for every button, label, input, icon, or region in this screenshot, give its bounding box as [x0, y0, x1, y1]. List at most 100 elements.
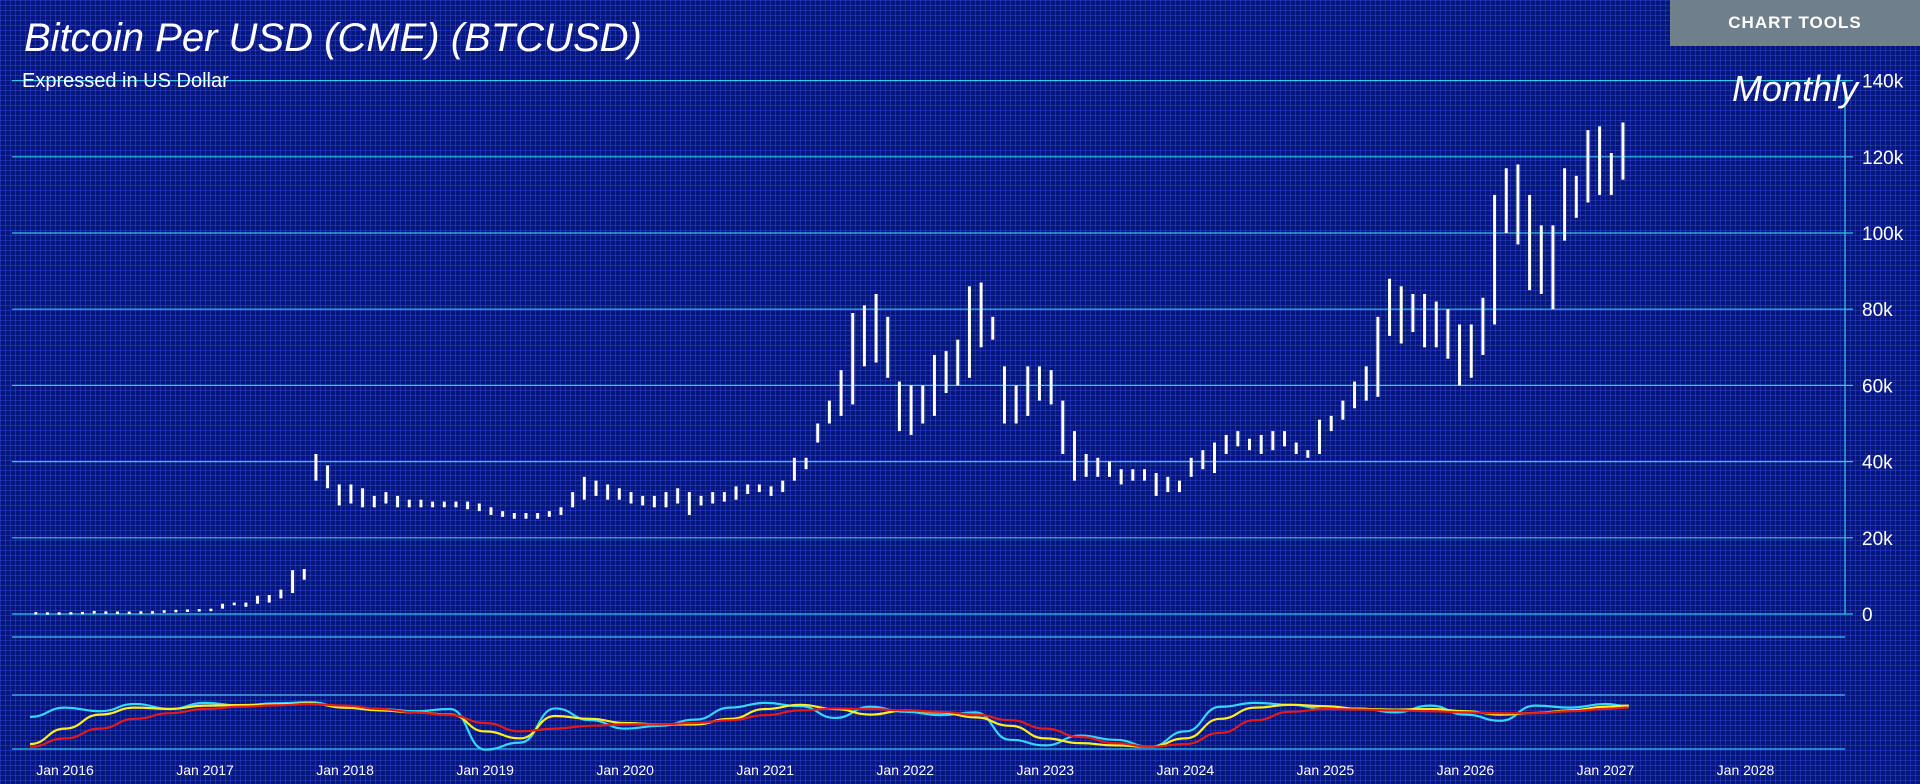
- price-bar: [711, 492, 715, 504]
- x-tick-label: Jan 2017: [176, 762, 234, 778]
- price-bar: [1014, 385, 1018, 424]
- price-bar: [886, 316, 890, 378]
- price-bar: [851, 313, 855, 405]
- y-axis-ticks: 0 20k 40k 60k 80k 100k 120k 140k: [1862, 72, 1904, 626]
- price-bar: [1388, 278, 1392, 336]
- price-bar: [1539, 225, 1543, 294]
- price-bar: [419, 499, 423, 508]
- price-bar: [827, 400, 831, 424]
- price-bar: [92, 610, 96, 614]
- x-tick-label: Jan 2022: [876, 762, 934, 778]
- price-bar: [1329, 415, 1333, 432]
- price-bar: [582, 476, 586, 500]
- x-tick-label: Jan 2023: [1016, 762, 1074, 778]
- price-bar: [1574, 175, 1578, 218]
- price-bar: [1259, 434, 1263, 454]
- chart-title: Bitcoin Per USD (CME) (BTCUSD): [24, 16, 642, 60]
- price-bar: [676, 488, 680, 504]
- price-bar: [524, 513, 528, 519]
- price-bar: [734, 486, 738, 500]
- price-bar: [1376, 316, 1380, 397]
- price-bar: [326, 465, 330, 489]
- price-bar: [1504, 168, 1508, 233]
- price-bar: [1049, 370, 1053, 405]
- x-tick-label: Jan 2020: [596, 762, 654, 778]
- y-tick-label: 100k: [1862, 224, 1904, 245]
- price-bar: [641, 495, 645, 506]
- price-bar: [1107, 461, 1111, 477]
- price-bar: [1481, 297, 1485, 355]
- price-bar: [862, 305, 866, 367]
- price-bar: [1224, 434, 1228, 454]
- chart-tools-button[interactable]: CHART TOOLS: [1670, 0, 1920, 46]
- price-bar: [1621, 122, 1625, 180]
- price-bar: [769, 486, 773, 496]
- price-bar: [1551, 225, 1555, 310]
- price-bar: [372, 495, 376, 508]
- price-bar: [256, 595, 260, 604]
- price-bar: [1516, 164, 1520, 245]
- price-bar: [454, 501, 458, 508]
- x-tick-label: Jan 2019: [456, 762, 514, 778]
- price-bar: [606, 484, 610, 500]
- price-bar: [1026, 366, 1030, 416]
- price-bar: [722, 492, 726, 502]
- price-bar: [1037, 366, 1041, 401]
- price-bar: [874, 293, 878, 363]
- price-bar: [361, 488, 365, 508]
- price-bar: [442, 501, 446, 508]
- price-bar: [1353, 381, 1357, 409]
- price-bar: [407, 499, 411, 508]
- price-bar: [1364, 366, 1368, 401]
- price-bar: [279, 589, 283, 599]
- price-bar: [629, 492, 633, 504]
- price-bar: [81, 611, 85, 615]
- chart-subtitle: Expressed in US Dollar: [22, 70, 229, 92]
- price-bar: [1096, 457, 1100, 477]
- price-bar: [1598, 126, 1602, 195]
- price-bar: [664, 492, 668, 508]
- y-tick-label: 60k: [1862, 376, 1893, 397]
- price-bar: [1609, 152, 1613, 195]
- price-bar: [594, 480, 598, 496]
- price-bar: [46, 612, 50, 615]
- price-bar: [746, 484, 750, 494]
- y-tick-label: 140k: [1862, 72, 1904, 93]
- price-bar: [1131, 469, 1135, 481]
- price-bars: [34, 122, 1625, 615]
- price-bar: [291, 570, 295, 594]
- oscillator-lines: [29, 701, 1629, 751]
- price-bar: [1271, 431, 1275, 451]
- price-bar: [314, 453, 318, 481]
- price-bar: [652, 495, 656, 508]
- price-bar: [1341, 400, 1345, 420]
- price-bar: [197, 609, 201, 612]
- price-bar: [1177, 480, 1181, 493]
- price-bar: [909, 385, 913, 435]
- price-bar: [781, 480, 785, 493]
- price-bar: [1446, 309, 1450, 359]
- oscillator-series-line: [29, 702, 1629, 748]
- price-bar: [174, 609, 178, 613]
- price-bar: [1434, 301, 1438, 348]
- price-bar: [967, 286, 971, 378]
- price-bar: [792, 457, 796, 481]
- price-bar: [1189, 457, 1193, 477]
- price-bar: [757, 484, 761, 493]
- price-bar: [991, 316, 995, 340]
- price-bar: [34, 612, 38, 615]
- price-bar: [1002, 366, 1006, 424]
- price-bar: [489, 507, 493, 515]
- price-bar: [979, 282, 983, 348]
- price-bar: [69, 612, 73, 615]
- price-bar: [1119, 469, 1123, 485]
- price-bar: [431, 501, 435, 508]
- price-bar: [921, 385, 925, 424]
- price-bar: [1154, 473, 1158, 496]
- price-bar: [1306, 450, 1310, 458]
- price-bar: [349, 484, 353, 504]
- x-tick-label: Jan 2025: [1297, 762, 1355, 778]
- price-bar: [477, 503, 481, 512]
- price-bar: [232, 602, 236, 606]
- y-tick-label: 40k: [1862, 453, 1893, 474]
